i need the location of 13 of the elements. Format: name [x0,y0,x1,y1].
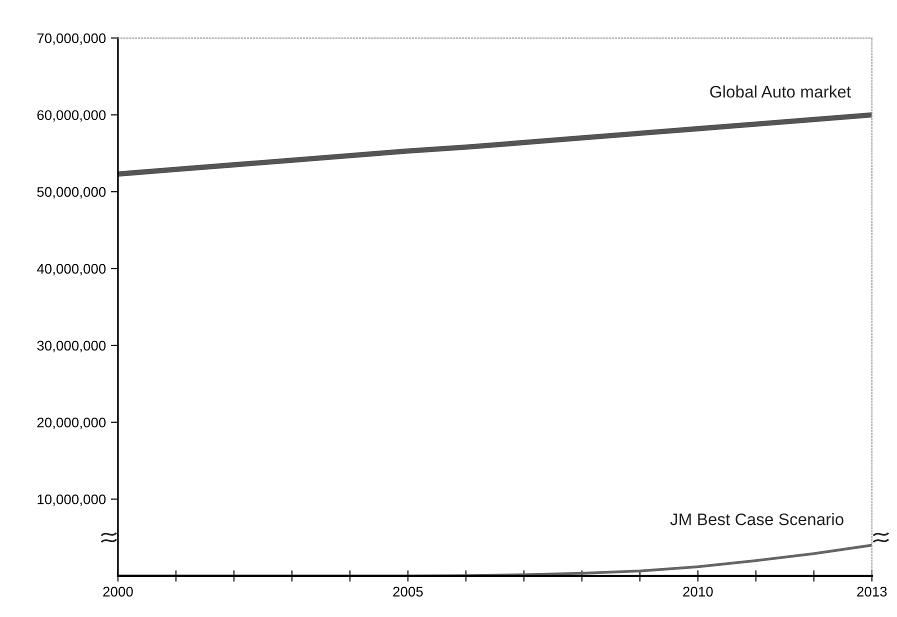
series-label: JM Best Case Scenario [670,513,844,526]
series-label: Global Auto market [710,85,851,98]
x-tick-label: 2010 [683,586,713,597]
x-tick-label: 2013 [857,586,887,597]
y-tick-label: 20,000,000 [37,418,106,430]
y-tick-label: 50,000,000 [37,187,106,199]
y-tick-label: 30,000,000 [37,340,106,352]
x-tick-label: 2000 [103,586,133,597]
y-tick-label: 70,000,000 [37,33,106,45]
y-tick-label: 40,000,000 [36,264,106,276]
y-tick-label: 60,000,000 [37,110,106,122]
y-tick-label: 10,000,000 [38,494,106,506]
x-tick-label: 2005 [393,586,423,597]
